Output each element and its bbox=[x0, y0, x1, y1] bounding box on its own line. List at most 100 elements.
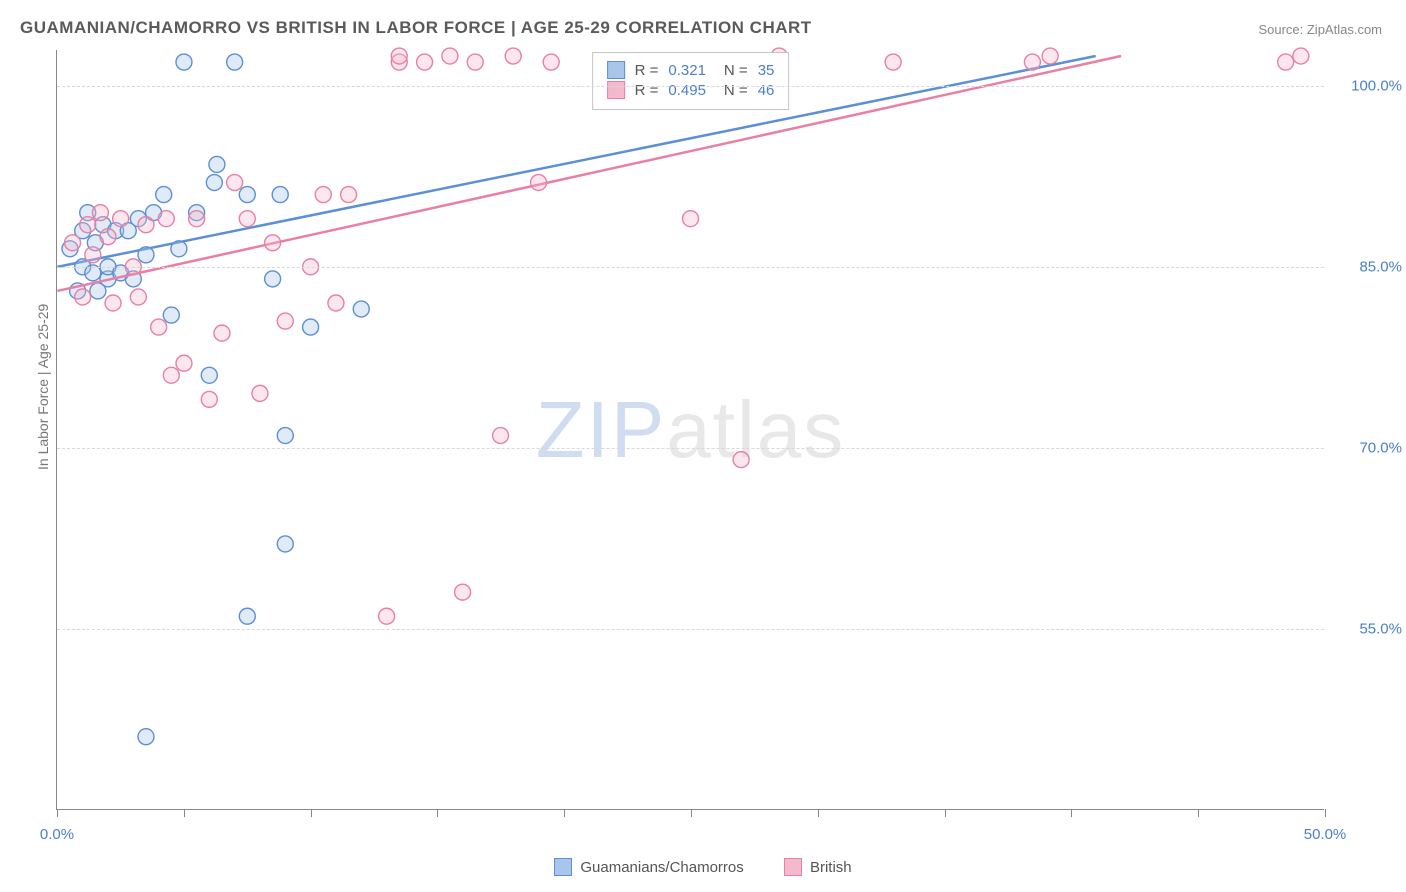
scatter-point bbox=[531, 175, 547, 191]
scatter-point bbox=[80, 217, 96, 233]
swatch-series1 bbox=[607, 61, 625, 79]
scatter-point bbox=[206, 175, 222, 191]
scatter-point bbox=[130, 289, 146, 305]
scatter-point bbox=[277, 536, 293, 552]
scatter-point bbox=[201, 391, 217, 407]
scatter-point bbox=[209, 156, 225, 172]
scatter-point bbox=[239, 211, 255, 227]
stat-n-label: N = bbox=[724, 62, 748, 79]
scatter-point bbox=[214, 325, 230, 341]
scatter-point bbox=[543, 54, 559, 70]
source-attribution: Source: ZipAtlas.com bbox=[1258, 22, 1382, 37]
xtick-label: 0.0% bbox=[40, 826, 74, 843]
ytick-label: 55.0% bbox=[1332, 621, 1402, 638]
scatter-point bbox=[328, 295, 344, 311]
gridline-h bbox=[57, 267, 1324, 268]
stat-r-label: R = bbox=[635, 62, 659, 79]
xtick bbox=[184, 809, 185, 817]
scatter-point bbox=[733, 452, 749, 468]
stat-n-value-1: 35 bbox=[758, 62, 775, 79]
xtick bbox=[1071, 809, 1072, 817]
scatter-point bbox=[171, 241, 187, 257]
scatter-point bbox=[505, 48, 521, 64]
legend: Guamanians/Chamorros British bbox=[0, 858, 1406, 880]
trend-line-1 bbox=[57, 56, 1121, 291]
scatter-point bbox=[493, 428, 509, 444]
xtick bbox=[818, 809, 819, 817]
scatter-point bbox=[683, 211, 699, 227]
scatter-point bbox=[379, 608, 395, 624]
scatter-point bbox=[158, 211, 174, 227]
ytick-label: 85.0% bbox=[1332, 259, 1402, 276]
xtick bbox=[311, 809, 312, 817]
scatter-point bbox=[265, 271, 281, 287]
scatter-point bbox=[391, 48, 407, 64]
stats-row-series1: R = 0.321 N = 35 bbox=[607, 61, 775, 79]
xtick bbox=[1325, 809, 1326, 817]
scatter-point bbox=[467, 54, 483, 70]
scatter-point bbox=[189, 211, 205, 227]
xtick bbox=[691, 809, 692, 817]
scatter-point bbox=[252, 385, 268, 401]
gridline-h bbox=[57, 629, 1324, 630]
scatter-point bbox=[227, 175, 243, 191]
scatter-point bbox=[163, 307, 179, 323]
scatter-point bbox=[885, 54, 901, 70]
scatter-point bbox=[156, 187, 172, 203]
scatter-point bbox=[277, 428, 293, 444]
scatter-point bbox=[353, 301, 369, 317]
scatter-point bbox=[1278, 54, 1294, 70]
xtick-label: 50.0% bbox=[1304, 826, 1347, 843]
scatter-point bbox=[138, 247, 154, 263]
scatter-point bbox=[65, 235, 81, 251]
scatter-point bbox=[227, 54, 243, 70]
legend-item-1: Guamanians/Chamorros bbox=[554, 858, 743, 876]
scatter-point bbox=[315, 187, 331, 203]
legend-label-2: British bbox=[810, 859, 852, 876]
scatter-point bbox=[85, 247, 101, 263]
chart-canvas bbox=[57, 50, 1324, 809]
gridline-h bbox=[57, 448, 1324, 449]
stats-row-series2: R = 0.495 N = 46 bbox=[607, 81, 775, 99]
scatter-point bbox=[176, 355, 192, 371]
scatter-point bbox=[75, 289, 91, 305]
xtick bbox=[945, 809, 946, 817]
scatter-point bbox=[277, 313, 293, 329]
gridline-h bbox=[57, 86, 1324, 87]
xtick bbox=[564, 809, 565, 817]
scatter-point bbox=[303, 319, 319, 335]
y-axis-label: In Labor Force | Age 25-29 bbox=[35, 304, 51, 470]
scatter-point bbox=[138, 729, 154, 745]
scatter-point bbox=[239, 608, 255, 624]
scatter-point bbox=[105, 295, 121, 311]
stats-box: R = 0.321 N = 35 R = 0.495 N = 46 bbox=[592, 52, 790, 110]
stat-r-value-1: 0.321 bbox=[668, 62, 706, 79]
scatter-point bbox=[113, 211, 129, 227]
scatter-point bbox=[272, 187, 288, 203]
ytick-label: 100.0% bbox=[1332, 78, 1402, 95]
scatter-point bbox=[239, 187, 255, 203]
legend-item-2: British bbox=[784, 858, 852, 876]
xtick bbox=[1198, 809, 1199, 817]
ytick-label: 70.0% bbox=[1332, 440, 1402, 457]
scatter-point bbox=[163, 367, 179, 383]
scatter-point bbox=[455, 584, 471, 600]
legend-swatch-2 bbox=[784, 858, 802, 876]
scatter-point bbox=[92, 205, 108, 221]
scatter-point bbox=[100, 229, 116, 245]
scatter-point bbox=[341, 187, 357, 203]
swatch-series2 bbox=[607, 81, 625, 99]
scatter-point bbox=[417, 54, 433, 70]
scatter-point bbox=[201, 367, 217, 383]
scatter-point bbox=[442, 48, 458, 64]
scatter-point bbox=[1024, 54, 1040, 70]
xtick bbox=[57, 809, 58, 817]
stat-r-value-2: 0.495 bbox=[668, 82, 706, 99]
legend-swatch-1 bbox=[554, 858, 572, 876]
scatter-point bbox=[265, 235, 281, 251]
xtick bbox=[437, 809, 438, 817]
plot-area: In Labor Force | Age 25-29 ZIPatlas R = … bbox=[56, 50, 1324, 810]
scatter-point bbox=[151, 319, 167, 335]
stat-n-value-2: 46 bbox=[758, 82, 775, 99]
scatter-point bbox=[1293, 48, 1309, 64]
